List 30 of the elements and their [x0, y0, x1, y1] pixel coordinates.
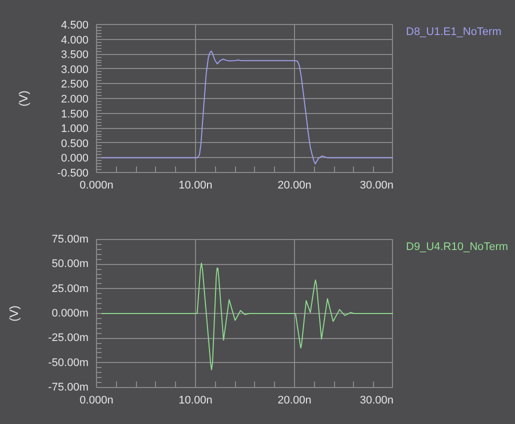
y-axis-title: (V): [7, 306, 22, 322]
y-tick-label: 1.000: [60, 123, 89, 136]
y-tick-label: 3.000: [60, 64, 89, 76]
y-tick-label: 4.000: [60, 34, 89, 46]
x-tick-label: 10.00n: [178, 180, 212, 192]
x-tick-label: 20.00n: [278, 394, 312, 406]
y-tick-label: 0.000m: [52, 308, 89, 320]
y-tick-label: -50.00m: [48, 356, 89, 369]
y-tick-label: 50.00m: [52, 258, 89, 270]
y-tick-label: 1.500: [60, 108, 89, 120]
y-tick-label: 4.500: [60, 20, 89, 32]
x-tick-label: 0.000n: [80, 180, 114, 192]
text: D8_U1.E1_NoTerm: [406, 26, 502, 39]
y-axis-title: (V): [16, 90, 30, 106]
y-tick-label: -0.500: [57, 168, 89, 180]
y-tick-label: 25.00m: [52, 282, 89, 295]
y-tick-label: 0.000: [60, 152, 89, 165]
y-tick-label: 2.500: [60, 78, 89, 91]
y-tick-label: -75.00m: [48, 382, 89, 394]
text: D9_U4.R10_NoTerm: [406, 241, 508, 254]
y-tick-label: 2.000: [60, 94, 89, 106]
x-tick-label: 30.00n: [360, 180, 394, 192]
y-tick-label: 75.00m: [52, 234, 89, 246]
x-tick-label: 20.00n: [278, 180, 312, 192]
y-tick-label: 0.500: [60, 138, 89, 150]
x-tick-label: 0.000n: [80, 394, 114, 406]
x-tick-label: 30.00n: [360, 394, 394, 406]
y-tick-label: 3.500: [60, 49, 89, 62]
x-tick-label: 10.00n: [178, 394, 212, 406]
y-tick-label: -25.00m: [48, 332, 89, 344]
